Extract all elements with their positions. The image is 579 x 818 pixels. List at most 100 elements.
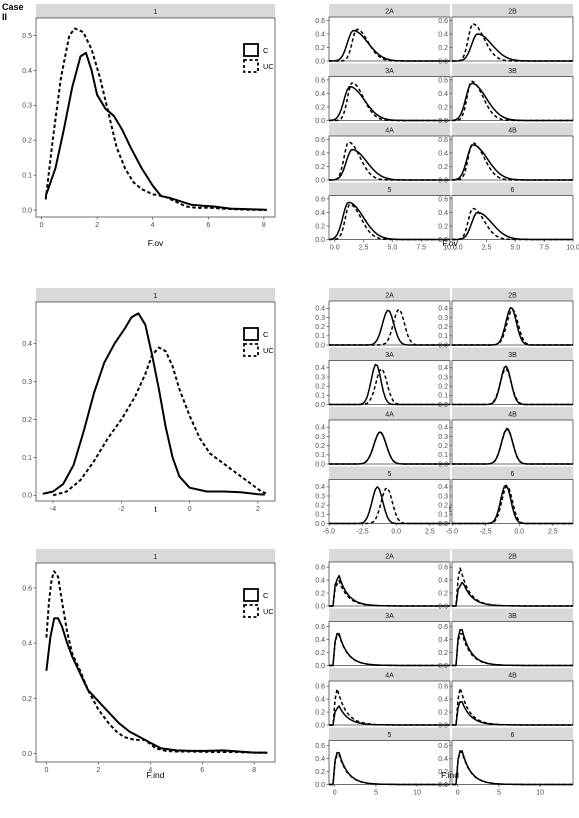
pr1-5-ytick-label-4: 0.4 [315,484,325,491]
pbig2-lines [45,570,268,754]
pr1-4A-ytick-label-1: 0.1 [315,452,325,459]
pr1-6-xtick-label-2: 0.0 [514,529,524,536]
pr2-4A-panel-border [328,680,451,726]
pr2-2A-strip-bg [329,549,450,562]
pr0-2A-lines [329,28,450,62]
pr2-3B-strip-bg [452,608,573,622]
pr0-3A-ytick-label-1: 0.2 [315,104,325,111]
pr2-2A-ytick-label-2: 0.4 [315,578,325,585]
pr0-6-xtick-label-1: 2.5 [482,245,492,252]
pr1-6-series-uc-line [452,485,573,525]
big1-xlabel: t [154,504,157,514]
pr0-5-ytick-label-0: 0.0 [315,237,325,244]
pr1-4A-strip-bg [329,407,450,420]
pr0-2A-series-uc-line [329,28,450,62]
pbig0-ytick-label-2: 0.2 [22,138,32,145]
case-label-line-2: II [2,12,8,22]
pbig0-xtick-label-2: 4 [151,222,155,229]
pr0-2B-ytick-label-1: 0.2 [438,45,448,52]
pr1-4B-ytick-label-2: 0.2 [438,443,448,450]
pr2-4A-series-uc-line [329,688,450,726]
pr2-2A-ytick-label-1: 0.2 [315,590,325,597]
pr1-2A-ytick-label-1: 0.1 [315,333,325,340]
pr0-4B-ytick-label-3: 0.6 [438,137,448,144]
pr1-5-ytick-label-1: 0.1 [315,512,325,519]
pr1-6-xtick-label-1: -2.5 [480,529,492,536]
pr2-3A-lines [329,632,450,667]
pr1-4B-ytick-label-1: 0.1 [438,452,448,459]
pbig1-xtick-label-2: 0 [188,506,192,513]
pr1-6-ytick-label-0: 0.0 [438,521,448,528]
pr2-6-lines [452,750,573,786]
pr2-6-strip-bg [452,727,573,741]
pbig0-strip-bg [36,4,275,18]
pbig0-panel-border [35,17,276,218]
pr2-3A-strip-bg [329,608,450,622]
pr2-5-ytick-label-2: 0.4 [315,756,325,763]
big1-legend-key-c [243,327,259,341]
pbig0-ytick-label-1: 0.1 [22,173,32,180]
pr1-2B-ytick-label-4: 0.4 [438,306,448,313]
pr0-3B-strip-bg [452,63,573,77]
pr0-5-xtick-label-0: 0.0 [330,245,340,252]
pr0-3B-lines [451,80,573,122]
pbig1-ytick-label-4: 0.4 [22,341,32,348]
pr1-3A-ytick-label-3: 0.3 [315,374,325,381]
pr2-5-ytick-label-3: 0.6 [315,743,325,750]
pr1-2A-series-uc-line [329,308,450,346]
pr2-2B-ytick-label-2: 0.4 [438,578,448,585]
pr1-2A-strip-label: 2A [385,293,394,300]
pr0-6-series-c-line [452,211,573,241]
pr0-2B-panel-border [451,16,574,62]
pbig2-xtick-label-1: 2 [96,767,100,774]
pr0-5-series-uc-line [329,203,450,241]
pr1-6-ytick-label-3: 0.3 [438,493,448,500]
pr2-6-strip-label: 6 [511,732,515,739]
pr0-4B-strip-bg [452,123,573,136]
pr1-4B-ytick-label-4: 0.4 [438,425,448,432]
pr0-5-ytick-label-2: 0.4 [315,210,325,217]
pbig1-xtick-label-3: 2 [256,506,260,513]
big1-legend-key-uc [243,343,259,357]
pr0-5-ytick-label-3: 0.6 [315,196,325,203]
pr0-5-strip-bg [329,182,450,196]
pr2-6-ytick-label-2: 0.4 [438,756,448,763]
pr0-5-xtick-label-1: 2.5 [359,245,369,252]
pr2-4B-ytick-label-1: 0.2 [438,709,448,716]
pr0-4A-panel-border [328,135,451,181]
pbig2-panel-border [35,562,276,763]
pr0-5-panel-border [328,195,451,240]
pr1-5-xtick-label-1: -2.5 [357,529,369,536]
pr0-3B-ytick-label-2: 0.4 [438,91,448,98]
pr2-4A-strip-bg [329,668,450,681]
pr0-6-xtick-label-4: 10.0 [566,245,579,252]
pr0-3B-ytick-label-0: 0.0 [438,118,448,125]
pr1-2A-ytick-label-2: 0.2 [315,324,325,331]
pbig1-xtick-label-0: -4 [50,506,56,513]
pr0-2A-ytick-label-1: 0.2 [315,45,325,52]
big2-xlabel: F.ind [147,770,165,780]
pr1-4B-strip-bg [452,407,573,420]
small0-xlabel: F.ov [442,238,458,248]
pr1-3B-series-uc-line [452,368,573,406]
pr1-3B-strip-label: 3B [508,352,517,359]
pr0-6-ytick-label-3: 0.6 [438,196,448,203]
pbig0-lines [44,27,267,211]
pr0-4A-strip-label: 4A [385,128,394,135]
pr1-5-xtick-label-3: 2.5 [425,529,435,536]
pr1-4A-ytick-label-4: 0.4 [315,425,325,432]
pr2-2B-ytick-label-0: 0.0 [438,603,448,610]
pr1-3A-lines [329,363,450,406]
pr0-6-ytick-label-1: 0.2 [438,223,448,230]
pr2-6-ytick-label-3: 0.6 [438,743,448,750]
pr0-4A-lines [329,141,450,181]
pr0-6-strip-bg [452,182,573,196]
pr2-5-lines [329,751,450,786]
pr0-4A-strip-bg [329,123,450,136]
pr1-5-xtick-label-0: -5.0 [323,529,335,536]
pr2-2A-panel-border [328,561,451,607]
pr2-4B-strip-bg [452,668,573,681]
pr2-2A-ytick-label-3: 0.6 [315,565,325,572]
pr1-6-ytick-label-2: 0.2 [438,503,448,510]
pbig0-series-uc-line [44,27,267,211]
